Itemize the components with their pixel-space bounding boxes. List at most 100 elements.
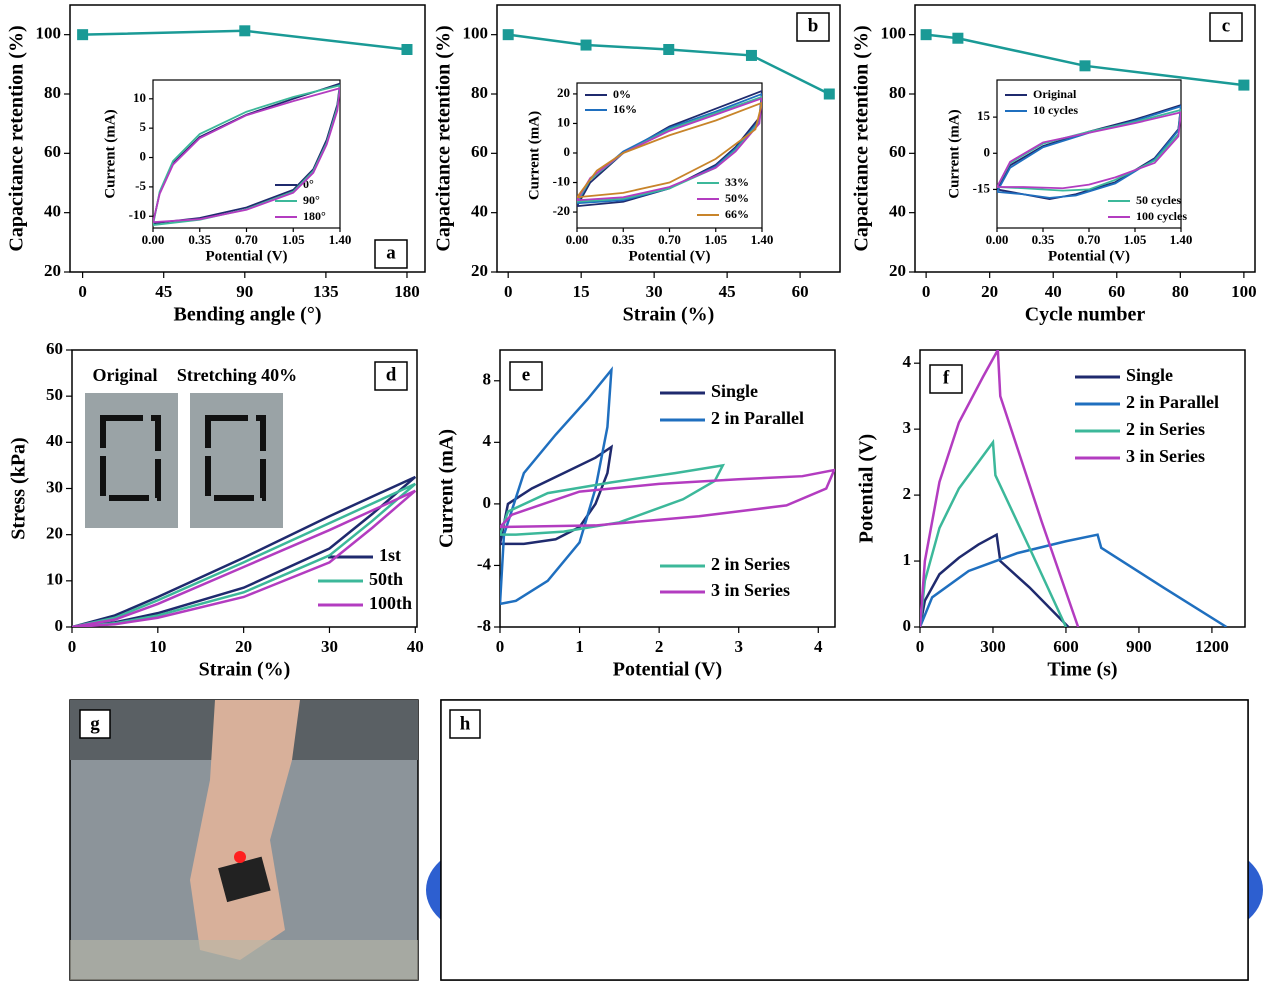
legend-label: Original — [1033, 87, 1077, 101]
y-axis-label: Current (mA) — [102, 109, 118, 198]
y-tick-label: 40 — [46, 431, 63, 450]
x-axis-label: Strain (%) — [623, 304, 715, 326]
x-axis-label: Potential (V) — [628, 248, 710, 264]
panel-label: h — [460, 713, 471, 734]
data-line — [500, 444, 614, 546]
y-tick-label: 80 — [889, 83, 906, 102]
legend-label: 2 in Series — [1126, 419, 1205, 439]
data-line — [500, 468, 835, 529]
y-tick-label: -10 — [553, 174, 570, 189]
x-tick-label: 0 — [78, 282, 87, 301]
x-tick-label: 900 — [1126, 637, 1152, 656]
x-tick-label: 0 — [496, 637, 505, 656]
x-axis-label: Cycle number — [1025, 304, 1146, 326]
data-marker — [77, 29, 89, 41]
x-axis-label: Bending angle (°) — [173, 304, 321, 326]
x-tick-label: 0.35 — [188, 232, 211, 247]
x-axis-label: Time (s) — [1047, 659, 1117, 681]
legend-label: 33% — [725, 175, 749, 189]
x-axis-label: Potential (V) — [205, 248, 287, 264]
y-tick-label: 100 — [36, 24, 62, 43]
x-tick-label: 40 — [1045, 282, 1062, 301]
y-tick-label: 10 — [46, 570, 63, 589]
y-axis-label: Capacitance retention (%) — [433, 25, 455, 251]
x-tick-label: 1.05 — [1124, 232, 1147, 247]
panel-label: b — [808, 15, 819, 36]
plot-area — [996, 79, 1182, 229]
x-tick-label: 60 — [792, 282, 809, 301]
x-tick-label: 100 — [1231, 282, 1257, 301]
legend-label: 50% — [725, 191, 749, 205]
x-tick-label: 0.00 — [566, 232, 589, 247]
x-tick-label: 0.70 — [1078, 232, 1101, 247]
data-marker — [823, 88, 835, 100]
legend-label: 50 cycles — [1136, 193, 1181, 207]
data-marker — [952, 32, 964, 44]
x-tick-label: 0.00 — [986, 232, 1009, 247]
legend-label: 100 cycles — [1136, 209, 1187, 223]
x-axis-label: Strain (%) — [199, 659, 291, 681]
y-tick-label: -5 — [135, 178, 146, 193]
data-marker — [502, 29, 514, 41]
x-tick-label: 1.05 — [282, 232, 305, 247]
y-tick-label: 20 — [889, 261, 906, 280]
y-tick-label: 10 — [557, 114, 570, 129]
y-axis-label: Current (mA) — [436, 429, 458, 548]
legend-label: 2 in Series — [711, 554, 790, 574]
y-tick-label: 5 — [140, 119, 147, 134]
panel-label: d — [386, 364, 397, 385]
x-tick-label: 135 — [313, 282, 339, 301]
y-tick-label: 80 — [44, 83, 61, 102]
y-tick-label: 100 — [463, 24, 489, 43]
y-axis-label: Potential (V) — [856, 434, 878, 543]
y-tick-label: 4 — [903, 352, 912, 371]
chart: 0 1 2 3 4 -8 -4 0 4 8 Potential (V) Current (mA) Sin… — [436, 349, 836, 681]
plot-area — [499, 349, 836, 628]
x-tick-label: 0 — [504, 282, 513, 301]
y-tick-label: 8 — [483, 370, 492, 389]
y-tick-label: 50 — [46, 385, 63, 404]
legend-label: 180° — [303, 209, 326, 223]
photo-hand — [190, 700, 300, 960]
x-tick-label: 40 — [407, 637, 424, 656]
x-tick-label: 1200 — [1195, 637, 1229, 656]
y-tick-label: 0 — [55, 616, 64, 635]
x-tick-label: 10 — [149, 637, 166, 656]
data-line — [500, 366, 613, 606]
data-line — [72, 482, 417, 627]
photo-frame — [440, 699, 1249, 981]
data-marker — [580, 39, 592, 51]
y-axis-label: Capacitance retention (%) — [851, 25, 873, 251]
x-tick-label: 30 — [321, 637, 338, 656]
y-axis-label: Capacitance retention (%) — [6, 25, 28, 251]
legend-label: 66% — [725, 207, 749, 221]
panel-label-box — [374, 361, 408, 391]
x-tick-label: 1.40 — [329, 232, 352, 247]
y-tick-label: 40 — [889, 202, 906, 221]
panel-label-box — [79, 709, 111, 739]
y-tick-label: 20 — [557, 85, 570, 100]
y-tick-label: 40 — [471, 202, 488, 221]
data-line — [72, 475, 417, 627]
y-tick-label: 0 — [903, 616, 912, 635]
y-tick-label: 0 — [140, 149, 147, 164]
legend-label: 90° — [303, 193, 320, 207]
x-tick-label: 0.35 — [612, 232, 635, 247]
photo-led — [234, 851, 246, 863]
photo-electrode — [205, 415, 266, 501]
data-line — [72, 489, 417, 627]
inset-chart: 0.00 0.35 0.70 1.05 1.40 -15 0 15 Potential (V) C… — [946, 79, 1192, 264]
y-tick-label: 0 — [483, 493, 492, 512]
x-tick-label: 180 — [394, 282, 420, 301]
y-tick-label: 60 — [46, 339, 63, 358]
photo-sample — [85, 393, 178, 528]
y-tick-label: 4 — [483, 431, 492, 450]
panel-label: g — [90, 713, 100, 734]
data-line — [920, 350, 1080, 627]
y-tick-label: 3 — [903, 418, 912, 437]
x-tick-label: 1.40 — [751, 232, 774, 247]
x-tick-label: 0.70 — [235, 232, 258, 247]
data-line — [153, 87, 340, 224]
y-tick-label: 0 — [984, 144, 991, 159]
